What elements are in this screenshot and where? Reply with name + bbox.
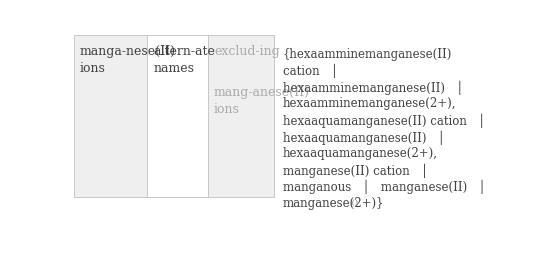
Text: hexaaquamanganese(2+),: hexaaquamanganese(2+),	[283, 146, 438, 159]
Text: exclud­ing: exclud­ing	[214, 45, 280, 58]
Text: hexaaquamanganese(II) cation   │: hexaaquamanganese(II) cation │	[283, 113, 485, 128]
Bar	[74, 36, 147, 198]
Text: altern­ate
names: altern­ate names	[153, 45, 215, 74]
Bar	[147, 36, 207, 198]
Text: (): ()	[349, 198, 358, 206]
Text: hexaaquamanganese(II)   │: hexaaquamanganese(II) │	[283, 130, 445, 144]
Text: manga­nese(II)
ions: manga­nese(II) ions	[80, 45, 176, 74]
Text: {hexaamminemanganese(II): {hexaamminemanganese(II)	[283, 47, 452, 60]
Text: cation   │: cation │	[283, 64, 338, 78]
Text: hexaamminemanganese(2+),: hexaamminemanganese(2+),	[283, 97, 456, 110]
Text: manganese(2+)}: manganese(2+)}	[283, 196, 384, 209]
Text: hexaamminemanganese(II)   │: hexaamminemanganese(II) │	[283, 80, 464, 94]
Text: manganous   │   manganese(II)   │: manganous │ manganese(II) │	[283, 179, 485, 194]
Bar	[207, 36, 274, 198]
Text: mang­anese(II)
ions: mang­anese(II) ions	[214, 86, 310, 115]
Text: manganese(II) cation   │: manganese(II) cation │	[283, 163, 428, 177]
